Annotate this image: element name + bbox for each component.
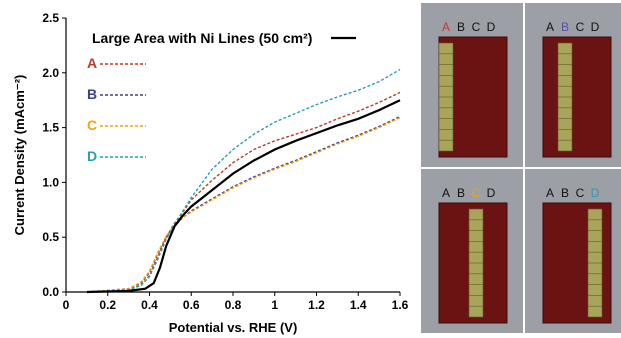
photo-label-b: B bbox=[561, 20, 569, 34]
x-tick-label: 1.6 bbox=[392, 298, 409, 312]
photo-label-d: D bbox=[487, 20, 496, 34]
photo-label-c: C bbox=[576, 186, 585, 200]
x-tick-label: 0.6 bbox=[183, 298, 200, 312]
photo-label-b: B bbox=[457, 186, 465, 200]
photo-label-d: D bbox=[591, 20, 600, 34]
x-axis-title: Potential vs. RHE (V) bbox=[169, 320, 298, 335]
photo-label-d: D bbox=[591, 186, 600, 200]
series-line-b bbox=[86, 115, 401, 293]
x-tick-label: 1.2 bbox=[308, 298, 325, 312]
plot-area: 0 0.2 0.4 0.6 0.8 1 1.2 1.4 1.6 0.0 0.5 1.0 1.5 2.0 2.… bbox=[12, 11, 409, 335]
x-tick-label: 0.2 bbox=[99, 298, 116, 312]
x-tick-label: 0.8 bbox=[225, 298, 242, 312]
photo-label-a: A bbox=[442, 186, 450, 200]
y-tick-label: 0.0 bbox=[42, 285, 59, 299]
y-tick-label: 2.5 bbox=[42, 11, 59, 25]
y-tick-label: 2.0 bbox=[42, 66, 59, 80]
y-tick-label: 0.5 bbox=[42, 230, 59, 244]
x-tick-label: 1.4 bbox=[350, 298, 367, 312]
y-tick-label: 1.0 bbox=[42, 175, 59, 189]
legend-label-a: A bbox=[87, 55, 97, 71]
photo-label-b: B bbox=[457, 20, 465, 34]
photo-label-c: C bbox=[472, 20, 481, 34]
photo-label-d: D bbox=[487, 186, 496, 200]
legend-label-b: B bbox=[87, 86, 97, 102]
photo-label-a: A bbox=[546, 186, 554, 200]
x-tick-label: 1 bbox=[271, 298, 278, 312]
series-line-large-area bbox=[86, 99, 401, 294]
y-axis-title: Current Density (mAcm⁻²) bbox=[12, 75, 27, 236]
x-tick-label: 0.4 bbox=[141, 298, 158, 312]
photo-label-a: A bbox=[546, 20, 554, 34]
series-line-c bbox=[86, 117, 401, 293]
series-line-a bbox=[86, 91, 401, 293]
electrode-photo-grid: A B C D A B C DA B C D A B C D bbox=[421, 3, 621, 333]
legend-label-c: C bbox=[87, 117, 97, 133]
photo-label-b: B bbox=[561, 186, 569, 200]
photo-label-c: C bbox=[472, 186, 481, 200]
electrode-substrate bbox=[542, 36, 612, 158]
series-line-d bbox=[86, 68, 401, 293]
photo-label-c: C bbox=[576, 20, 585, 34]
y-tick-label: 1.5 bbox=[42, 121, 59, 135]
legend-label-large-area: Large Area with Ni Lines (50 cm²) bbox=[92, 30, 312, 46]
legend-label-d: D bbox=[87, 148, 97, 164]
x-tick-label: 0 bbox=[63, 298, 70, 312]
photo-label-a: A bbox=[442, 20, 450, 34]
